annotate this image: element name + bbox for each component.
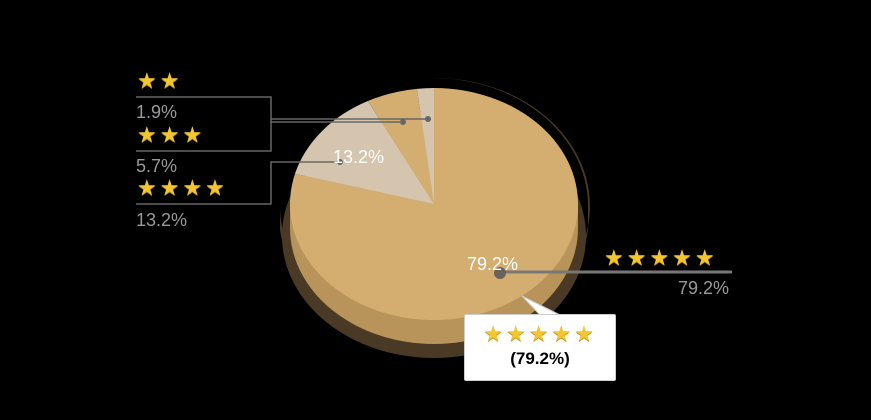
connector-dot-3-star <box>400 119 406 125</box>
connector-dot-4-star <box>337 159 343 165</box>
connector-dot-2-star <box>425 116 431 122</box>
legend-stars-4: ★★★★ <box>137 175 228 200</box>
tooltip: ★★★★★ (79.2%) <box>464 314 616 381</box>
legend-pct-3: 5.7% <box>136 156 178 176</box>
legend-pct-4: 13.2% <box>136 210 188 230</box>
legend-pct-2: 1.9% <box>136 102 178 122</box>
connector-4-star <box>136 161 340 205</box>
slice-label-4: 13.2% <box>333 147 385 167</box>
tooltip-value: (79.2%) <box>510 349 570 368</box>
connector-dot-5-star <box>494 267 506 279</box>
legend-stars-5: ★★★★★ <box>604 245 718 270</box>
legend-bracket-2-3 <box>136 96 272 152</box>
pie-slice-4-star <box>294 100 434 204</box>
legend-pct-5: 79.2% <box>678 278 730 298</box>
tooltip-stars: ★★★★★ <box>483 321 597 346</box>
legend-stars-3: ★★★ <box>137 122 206 147</box>
pie-slice-3-star <box>367 88 434 204</box>
legend-stars-2: ★★ <box>137 68 183 93</box>
slice-label-5: 79.2% <box>467 254 519 274</box>
